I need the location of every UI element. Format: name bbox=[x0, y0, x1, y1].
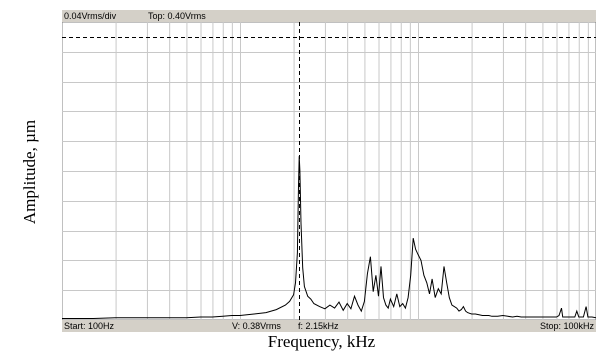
cursor-value-label: V: 0.38Vrms bbox=[232, 321, 281, 331]
start-frequency-label: Start: 100Hz bbox=[64, 321, 115, 331]
x-axis-title: Frequency, kHz bbox=[267, 332, 376, 351]
spectrum-trace bbox=[62, 156, 596, 319]
scale-per-div-label: 0.04Vrms/div bbox=[64, 11, 117, 21]
cursor-frequency-label: f: 2.15kHz bbox=[298, 321, 339, 331]
spectrum-plot bbox=[62, 22, 596, 320]
stop-frequency-label: Stop: 100kHz bbox=[539, 321, 594, 331]
y-axis-title: Amplitude, µm bbox=[20, 119, 39, 225]
top-level-label: Top: 0.40Vrms bbox=[148, 11, 206, 21]
analyzer-frame: 0.04Vrms/div Top: 0.40Vrms Start: 100Hz … bbox=[62, 10, 596, 332]
